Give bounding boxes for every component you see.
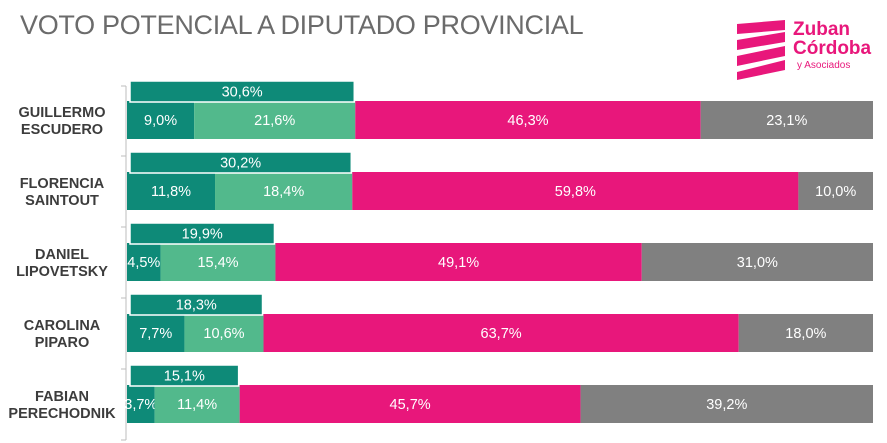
category-label: GUILLERMO ESCUDERO bbox=[19, 105, 106, 138]
category-label: DANIEL LIPOVETSKY bbox=[16, 247, 108, 280]
bar-segment bbox=[641, 243, 873, 281]
total-value-label: 18,3% bbox=[176, 298, 217, 314]
segment-value-label: 10,6% bbox=[203, 326, 244, 342]
total-box bbox=[129, 151, 353, 174]
bar-segment bbox=[355, 101, 701, 139]
zuban-cordoba-logo: Zuban Córdoba y Asociados bbox=[733, 18, 873, 80]
total-box bbox=[129, 222, 276, 245]
total-value-label: 19,9% bbox=[182, 227, 223, 243]
total-value-label: 30,2% bbox=[220, 156, 261, 172]
segment-value-label: 23,1% bbox=[766, 113, 807, 129]
bar-segment bbox=[352, 172, 799, 210]
bar-segment bbox=[127, 172, 216, 210]
logo-text-zuban: Zuban bbox=[793, 19, 850, 40]
bar-segment bbox=[127, 314, 185, 352]
bar-segment bbox=[700, 101, 873, 139]
segment-value-label: 31,0% bbox=[737, 255, 778, 271]
segment-value-label: 10,0% bbox=[815, 184, 856, 200]
category-label: CAROLINA PIPARO bbox=[24, 318, 101, 351]
total-box bbox=[129, 80, 356, 103]
total-value-label: 15,1% bbox=[164, 369, 205, 385]
bar-segment bbox=[263, 314, 739, 352]
segment-value-label: 49,1% bbox=[438, 255, 479, 271]
bar-segment bbox=[194, 101, 356, 139]
logo-stripes-icon bbox=[737, 20, 785, 80]
bar-segment bbox=[127, 385, 155, 423]
segment-value-label: 59,8% bbox=[555, 184, 596, 200]
segment-value-label: 11,4% bbox=[177, 397, 217, 413]
category-label: FABIAN PERECHODNIK bbox=[8, 389, 116, 422]
bar-segment bbox=[580, 385, 873, 423]
total-box bbox=[129, 364, 240, 387]
bar-segment bbox=[215, 172, 353, 210]
bar-segment bbox=[239, 385, 581, 423]
bar-segment bbox=[184, 314, 264, 352]
segment-value-label: 4,5% bbox=[127, 255, 160, 271]
bar-segment bbox=[798, 172, 873, 210]
bar-segment bbox=[738, 314, 873, 352]
segment-value-label: 45,7% bbox=[390, 397, 431, 413]
total-value-label: 30,6% bbox=[222, 85, 263, 101]
segment-value-label: 18,0% bbox=[785, 326, 826, 342]
bar-segment bbox=[160, 243, 276, 281]
bar-segment bbox=[154, 385, 240, 423]
chart-title: VOTO POTENCIAL A DIPUTADO PROVINCIAL bbox=[20, 10, 584, 40]
logo-text-cordoba: Córdoba bbox=[793, 38, 872, 59]
segment-value-label: 3,7% bbox=[124, 397, 157, 413]
total-box bbox=[129, 293, 264, 316]
segment-value-label: 39,2% bbox=[706, 397, 747, 413]
segment-value-label: 63,7% bbox=[481, 326, 522, 342]
segment-value-label: 18,4% bbox=[263, 184, 304, 200]
segment-value-label: 11,8% bbox=[151, 184, 191, 200]
bar-segment bbox=[275, 243, 642, 281]
segment-value-label: 7,7% bbox=[139, 326, 172, 342]
segment-value-label: 21,6% bbox=[254, 113, 295, 129]
logo-text-asociados: y Asociados bbox=[797, 60, 851, 71]
segment-value-label: 9,0% bbox=[144, 113, 177, 129]
bar-segment bbox=[127, 243, 161, 281]
segment-value-label: 15,4% bbox=[197, 255, 238, 271]
segment-value-label: 46,3% bbox=[507, 113, 548, 129]
bar-segment bbox=[127, 101, 195, 139]
category-label: FLORENCIA SAINTOUT bbox=[20, 176, 105, 209]
